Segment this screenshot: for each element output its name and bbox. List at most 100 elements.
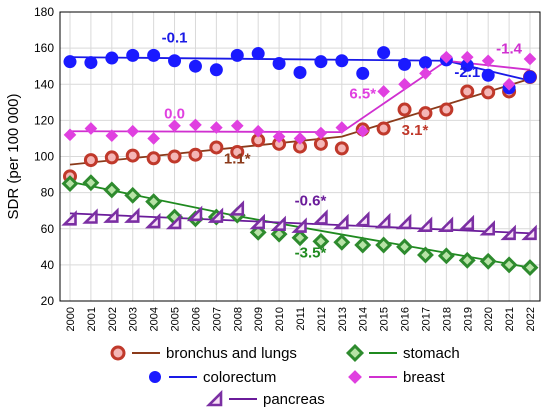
- x-tick-label: 2017: [420, 307, 432, 331]
- marker-circle: [126, 48, 140, 62]
- legend-entry: bronchus and lungs: [110, 345, 297, 362]
- data-point: [272, 130, 286, 143]
- marker-diamond: [145, 193, 163, 211]
- marker-diamond: [103, 181, 121, 199]
- marker-circle: [356, 66, 370, 80]
- marker-diamond: [251, 124, 265, 138]
- marker-diamond: [210, 121, 223, 134]
- marker-diamond: [333, 233, 351, 251]
- marker-circle: [251, 47, 265, 61]
- data-point: [209, 63, 223, 77]
- marker-diamond: [523, 52, 537, 66]
- marker-wedge: [437, 216, 454, 232]
- x-tick-label: 2005: [170, 307, 182, 331]
- marker-diamond: [398, 77, 411, 91]
- data-point: [354, 236, 372, 254]
- data-point: [230, 48, 244, 62]
- marker-ring: [439, 102, 454, 117]
- data-point: [84, 122, 98, 135]
- x-tick-label: 2021: [504, 307, 516, 331]
- data-point: [418, 106, 433, 121]
- data-point: [291, 229, 309, 247]
- data-point: [481, 85, 496, 100]
- data-point: [479, 252, 497, 270]
- marker-ring: [376, 121, 391, 136]
- marker-wedge: [249, 213, 265, 230]
- marker-circle: [209, 63, 223, 77]
- marker-diamond: [437, 247, 455, 265]
- y-tick-label: 140: [34, 77, 54, 91]
- marker-diamond: [105, 129, 119, 143]
- data-point: [63, 128, 77, 142]
- marker-diamond: [375, 236, 393, 254]
- data-point: [333, 233, 351, 251]
- marker-diamond: [458, 251, 476, 269]
- data-point: [63, 55, 77, 69]
- data-point: [479, 220, 495, 236]
- data-point: [209, 140, 224, 155]
- data-point: [437, 216, 454, 232]
- legend-marker: [345, 343, 365, 363]
- data-point: [228, 200, 245, 216]
- data-point: [103, 181, 121, 199]
- data-point: [189, 118, 202, 132]
- x-tick-label: 2012: [316, 307, 328, 331]
- y-tick-label: 180: [34, 5, 54, 19]
- x-tick-label: 2004: [149, 307, 161, 331]
- legend-label: bronchus and lungs: [166, 345, 297, 362]
- trend-annotation: 0.0: [164, 106, 185, 123]
- y-tick-label: 80: [41, 186, 55, 200]
- marker-diamond: [417, 246, 434, 264]
- trend-annotation: 1.1*: [224, 151, 251, 168]
- trend-annotation: -1.4: [496, 41, 523, 58]
- marker-wedge: [124, 207, 140, 223]
- data-point: [500, 256, 518, 274]
- x-tick-label: 2010: [274, 307, 286, 331]
- trend-annotation: -0.1: [162, 30, 188, 47]
- marker-ring: [146, 151, 161, 166]
- marker-circle: [481, 68, 495, 82]
- data-point: [458, 251, 476, 269]
- legend-entry: breast: [348, 369, 446, 386]
- marker-diamond: [291, 229, 309, 247]
- marker-diamond: [126, 124, 140, 138]
- y-axis-label: SDR (per 100 000): [5, 94, 22, 220]
- data-point: [124, 207, 140, 223]
- marker-wedge: [165, 213, 182, 230]
- marker-wedge: [61, 210, 77, 226]
- y-tick-label: 60: [41, 222, 55, 236]
- marker-diamond: [460, 50, 474, 64]
- data-point: [418, 56, 432, 70]
- data-point: [167, 149, 182, 164]
- marker-wedge: [82, 208, 98, 224]
- marker-circle: [460, 58, 474, 72]
- marker-circle: [149, 371, 161, 383]
- data-point: [84, 56, 98, 70]
- marker-diamond: [345, 343, 365, 363]
- marker-ring: [188, 147, 203, 162]
- marker-ring: [83, 153, 98, 168]
- marker-circle: [147, 48, 161, 62]
- x-tick-label: 2020: [483, 307, 495, 331]
- marker-ring: [104, 150, 119, 165]
- data-point: [521, 259, 539, 277]
- legend-marker: [110, 345, 126, 361]
- marker-circle: [105, 51, 119, 65]
- data-point: [186, 205, 203, 222]
- data-point: [147, 132, 160, 145]
- data-point: [481, 68, 495, 82]
- data-point: [398, 77, 411, 91]
- x-tick-label: 2008: [232, 307, 244, 331]
- legend-entry: stomach: [345, 343, 460, 363]
- data-point: [312, 209, 328, 225]
- y-tick-label: 100: [34, 150, 54, 164]
- marker-wedge: [416, 216, 433, 232]
- data-point: [230, 119, 244, 133]
- marker-ring: [209, 140, 224, 155]
- data-point: [145, 193, 163, 211]
- data-point: [416, 216, 433, 232]
- marker-diamond: [61, 175, 79, 193]
- marker-diamond: [335, 121, 349, 134]
- plot-area: [59, 11, 541, 302]
- data-point: [82, 208, 98, 224]
